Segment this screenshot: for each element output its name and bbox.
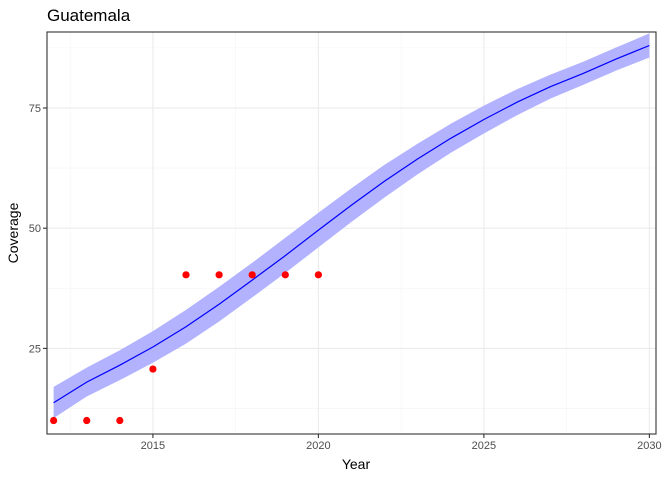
y-tick-label: 25 xyxy=(29,343,41,355)
data-point xyxy=(248,271,256,279)
data-point xyxy=(83,416,91,425)
x-axis: 2015 2020 2025 2030 xyxy=(141,434,662,452)
data-point xyxy=(149,365,157,373)
observed-points xyxy=(50,271,323,425)
y-axis-title: Coverage xyxy=(5,202,21,263)
x-tick-label: 2030 xyxy=(637,440,661,452)
trend-line xyxy=(53,44,650,404)
data-point xyxy=(116,416,124,425)
x-tick-label: 2020 xyxy=(306,440,330,452)
confidence-band xyxy=(53,33,650,419)
y-tick-label: 75 xyxy=(29,103,41,115)
panel-border xyxy=(46,31,657,435)
x-axis-title: Year xyxy=(342,456,371,472)
x-tick-label: 2025 xyxy=(472,440,496,452)
y-tick-label: 50 xyxy=(29,223,41,235)
minor-gridlines xyxy=(47,32,656,434)
data-point xyxy=(281,271,289,279)
chart-title: Guatemala xyxy=(47,6,131,25)
data-point xyxy=(50,416,58,425)
y-axis: 25 50 75 xyxy=(29,103,47,355)
plot-panel xyxy=(46,31,657,435)
data-point xyxy=(314,271,323,279)
data-point xyxy=(215,271,223,279)
x-tick-label: 2015 xyxy=(141,440,165,452)
panel-background xyxy=(47,32,656,434)
data-point xyxy=(182,271,190,279)
